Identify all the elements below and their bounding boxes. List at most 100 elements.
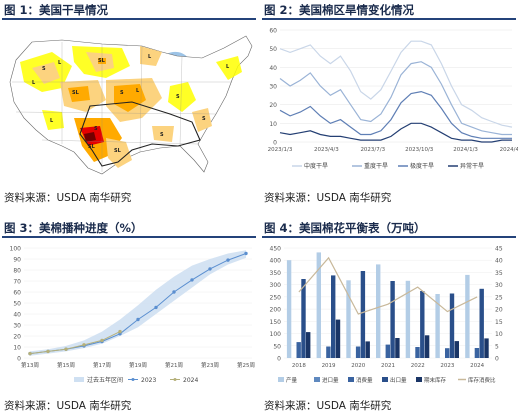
bar xyxy=(335,319,341,358)
bar xyxy=(355,346,361,358)
bar xyxy=(365,341,370,358)
map-label: L xyxy=(32,80,36,86)
series-line xyxy=(279,122,512,143)
data-point xyxy=(226,258,230,262)
y-right-tick-label: 45 xyxy=(495,246,503,253)
legend-label: 库存消费比 xyxy=(468,376,496,384)
cotton-region-outline xyxy=(79,101,201,167)
x-tick-label: 2023/10/3 xyxy=(405,147,434,153)
y-left-tick-label: 350 xyxy=(270,270,282,277)
map-label: S xyxy=(120,90,124,96)
series-line xyxy=(29,331,121,355)
data-point xyxy=(136,317,140,322)
bar xyxy=(420,291,425,358)
legend-label: 产量 xyxy=(286,376,298,384)
data-point xyxy=(172,290,176,294)
x-tick-label: 第23周 xyxy=(201,361,219,369)
legend-label: 2023 xyxy=(141,377,156,384)
bar xyxy=(376,264,381,358)
title-underline xyxy=(2,18,256,20)
data-point xyxy=(100,338,104,343)
bar xyxy=(326,346,331,358)
y-left-tick-label: 250 xyxy=(270,294,282,301)
data-point xyxy=(244,251,248,256)
y-left-tick-label: 450 xyxy=(270,246,282,253)
y-right-tick-label: 20 xyxy=(495,307,503,314)
x-tick-label: 第19周 xyxy=(129,361,147,369)
x-tick-label: 2024/4/3 xyxy=(500,147,518,153)
y-tick-label: 30 xyxy=(269,84,277,91)
data-point xyxy=(82,343,86,347)
y-right-tick-label: 35 xyxy=(495,270,503,277)
y-tick-label: 50 xyxy=(13,301,21,308)
range-band xyxy=(30,250,246,356)
x-tick-label: 2022 xyxy=(411,363,425,369)
legend-swatch xyxy=(314,377,320,382)
legend-label: 期末库存 xyxy=(424,376,447,384)
bar xyxy=(449,293,455,358)
series-line xyxy=(279,90,512,139)
bar xyxy=(445,348,450,358)
data-point xyxy=(208,267,212,271)
x-tick-label: 2023/1/3 xyxy=(268,147,293,153)
ratio-line xyxy=(298,256,478,315)
x-tick-label: 2024 xyxy=(470,363,484,369)
bar xyxy=(465,274,470,358)
y-left-tick-label: 150 xyxy=(270,319,282,326)
bar xyxy=(454,341,459,358)
bar xyxy=(360,271,366,358)
y-right-tick-label: 25 xyxy=(495,294,503,301)
map-label: L xyxy=(58,60,62,66)
x-tick-label: 2021 xyxy=(381,363,395,369)
y-tick-label: 90 xyxy=(13,257,21,264)
legend-swatch xyxy=(278,377,284,382)
x-tick-label: 2020 xyxy=(351,363,365,369)
legend-label: 进口量 xyxy=(322,376,339,384)
bar xyxy=(296,342,301,358)
title-underline xyxy=(262,236,516,238)
y-tick-label: 60 xyxy=(269,28,277,35)
map-label: L xyxy=(50,118,54,124)
bar xyxy=(395,338,400,358)
legend-label: 2024 xyxy=(183,377,198,384)
panel-source: 资料来源：USDA 南华研究 xyxy=(264,192,392,204)
y-tick-label: 10 xyxy=(13,345,21,352)
legend-label: 异常干旱 xyxy=(460,162,484,170)
legend-label: 重度干旱 xyxy=(364,162,388,170)
map-label: S xyxy=(202,116,206,122)
bar xyxy=(385,344,390,358)
legend-marker xyxy=(173,378,177,381)
y-left-tick-label: 400 xyxy=(270,258,282,265)
map-label: SL xyxy=(98,58,106,64)
map-label: S xyxy=(160,132,164,138)
panel-balance-sheet: 图 4：美国棉花平衡表（万吨） 0 50 100 150 200 250 300 350 400… xyxy=(262,218,518,418)
bar xyxy=(415,347,420,358)
panel-planting-progress: 图 3：美棉播种进度（%） 0 10 20 30 40 50 60 70 80 90 100 第13周… xyxy=(2,218,258,418)
map-label: S xyxy=(176,94,180,100)
y-tick-label: 20 xyxy=(269,102,277,109)
y-left-tick-label: 300 xyxy=(270,282,282,289)
y-tick-label: 30 xyxy=(13,323,21,330)
legend-swatch xyxy=(416,377,422,382)
drought-line-chart: 0 10 20 30 40 50 60 2023/1/3 2023/4/3 2023/7/3 202… xyxy=(268,28,518,171)
map-label: S xyxy=(42,66,46,72)
legend-label: 消费量 xyxy=(356,376,373,384)
y-right-tick-label: 40 xyxy=(495,258,503,265)
us-drought-map: S L SL L SL S L S SL S S L L S SL L xyxy=(9,35,253,175)
bar xyxy=(301,279,306,358)
bar xyxy=(435,294,440,358)
legend-swatch xyxy=(382,377,388,382)
y-tick-label: 0 xyxy=(273,140,277,147)
map-label: L xyxy=(136,88,140,94)
balance-bar-chart: 0 50 100 150 200 250 300 350 400 450 0 5 10 15 20 25 30 3… xyxy=(270,246,503,385)
map-labels: S L SL L SL S L S SL S S L L S SL L xyxy=(32,54,230,154)
x-tick-label: 2023 xyxy=(440,363,454,369)
y-right-tick-label: 5 xyxy=(495,343,499,350)
bar xyxy=(346,280,351,358)
x-tick-label: 2023/7/3 xyxy=(360,147,385,153)
map-label: SL xyxy=(72,90,80,96)
y-left-tick-label: 200 xyxy=(270,307,282,314)
bar xyxy=(331,275,336,358)
legend-label: 过去五年区间 xyxy=(87,376,123,384)
legend-label: 极度干旱 xyxy=(410,162,434,170)
